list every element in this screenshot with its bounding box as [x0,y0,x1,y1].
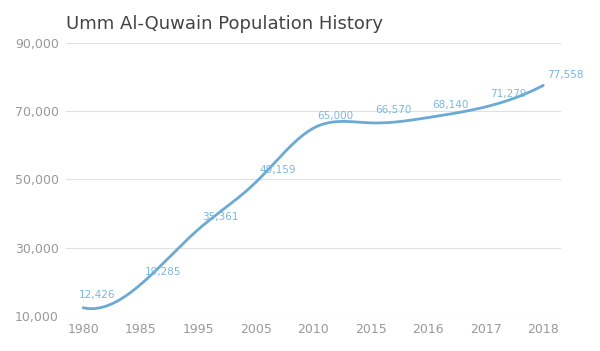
Text: Umm Al-Quwain Population History: Umm Al-Quwain Population History [66,15,383,33]
Text: 77,558: 77,558 [547,71,584,80]
Text: 66,570: 66,570 [375,105,412,115]
Text: 68,140: 68,140 [433,100,469,110]
Text: 19,285: 19,285 [145,267,181,277]
Text: 65,000: 65,000 [317,111,353,120]
Text: 35,361: 35,361 [202,212,239,222]
Text: 12,426: 12,426 [79,290,116,300]
Text: 49,159: 49,159 [260,165,296,174]
Text: 71,279: 71,279 [490,89,526,99]
